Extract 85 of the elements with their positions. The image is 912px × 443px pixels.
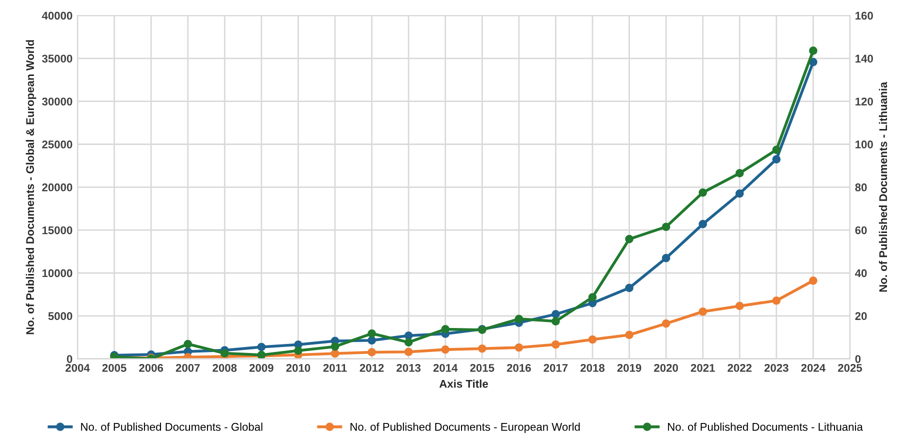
y2-tick-label: 100 xyxy=(856,140,873,148)
point xyxy=(330,349,340,358)
y2-axis-title: No. of Published Documents - Lithuania xyxy=(878,82,888,292)
y-tick-label: 25000 xyxy=(42,140,72,148)
y2-tick-label: 20 xyxy=(855,312,867,320)
point xyxy=(257,342,266,352)
point xyxy=(478,344,486,353)
x-tick-label: 2021 xyxy=(690,364,715,372)
x-tick-label: 2011 xyxy=(323,364,347,372)
x-tick-label: 2009 xyxy=(249,364,274,372)
y-tick-label: 15000 xyxy=(42,226,72,234)
y-tick-label: 35000 xyxy=(42,54,72,63)
y-tick-label: 20000 xyxy=(42,183,72,192)
y2-tick-label: 40 xyxy=(855,269,867,278)
y-tick-label: 0 xyxy=(66,355,72,363)
legend-label: No. of Published Documents - Lithuania xyxy=(668,422,863,431)
x-tick-label: 2010 xyxy=(286,364,310,372)
x-tick-label: 2005 xyxy=(102,364,126,372)
y2-tick-label: 0 xyxy=(855,355,861,363)
point xyxy=(514,314,524,324)
point xyxy=(404,331,413,340)
point xyxy=(441,345,450,354)
point xyxy=(441,325,450,334)
x-tick-label: 2007 xyxy=(176,364,200,372)
y-tick-label: 10000 xyxy=(42,269,72,278)
x-tick-label: 2015 xyxy=(470,364,494,372)
point xyxy=(735,189,744,198)
y2-tick-label: 80 xyxy=(855,183,867,192)
point xyxy=(625,330,634,340)
point xyxy=(294,346,302,355)
point xyxy=(552,340,560,349)
point xyxy=(698,307,708,316)
x-tick-label: 2013 xyxy=(396,364,421,372)
point xyxy=(662,254,670,262)
point xyxy=(735,302,744,310)
x-tick-label: 2006 xyxy=(139,364,164,372)
point xyxy=(404,348,413,356)
x-tick-label: 2016 xyxy=(506,364,531,372)
point xyxy=(662,222,670,232)
x-tick-label: 2023 xyxy=(764,364,788,372)
y-tick-label: 5000 xyxy=(48,312,72,320)
x-tick-label: 2017 xyxy=(544,364,568,372)
y-tick-label: 30000 xyxy=(42,98,72,106)
point xyxy=(588,293,597,302)
point xyxy=(662,319,670,328)
y2-tick-label: 140 xyxy=(856,54,873,63)
x-tick-label: 2024 xyxy=(801,364,826,372)
y2-tick-label: 60 xyxy=(855,226,867,234)
point xyxy=(698,220,708,228)
y-tick-label: 40000 xyxy=(42,12,72,20)
point xyxy=(404,338,413,346)
point xyxy=(220,349,229,358)
point xyxy=(625,234,634,244)
point xyxy=(772,155,781,164)
y2-tick-label: 160 xyxy=(856,12,873,20)
point xyxy=(368,348,376,356)
point xyxy=(625,284,634,292)
point xyxy=(184,340,192,348)
x-tick-label: 2004 xyxy=(66,364,90,372)
point xyxy=(552,317,560,326)
x-tick-label: 2020 xyxy=(654,364,678,372)
legend-label: No. of Published Documents - Global xyxy=(81,422,262,431)
x-axis-title: Axis Title xyxy=(439,380,488,388)
point xyxy=(368,329,376,338)
x-tick-label: 2018 xyxy=(580,364,605,372)
x-tick-label: 2012 xyxy=(360,364,384,372)
y-axis-title: No. of Published Documents - Global & European World xyxy=(26,40,36,334)
x-tick-label: 2025 xyxy=(838,364,862,372)
x-tick-label: 2008 xyxy=(212,364,237,372)
x-tick-label: 2014 xyxy=(433,364,458,372)
point xyxy=(735,169,744,178)
point xyxy=(514,343,524,352)
point xyxy=(368,336,376,345)
x-tick-label: 2019 xyxy=(617,364,642,372)
y2-tick-label: 120 xyxy=(856,98,873,106)
point xyxy=(772,146,781,154)
point xyxy=(698,188,708,197)
legend-label: No. of Published Documents - European World xyxy=(350,422,580,433)
point xyxy=(809,276,818,285)
point xyxy=(552,310,560,318)
point xyxy=(809,46,818,55)
point xyxy=(772,296,781,305)
point xyxy=(588,335,597,344)
x-tick-label: 2022 xyxy=(728,364,752,372)
point xyxy=(330,342,340,351)
